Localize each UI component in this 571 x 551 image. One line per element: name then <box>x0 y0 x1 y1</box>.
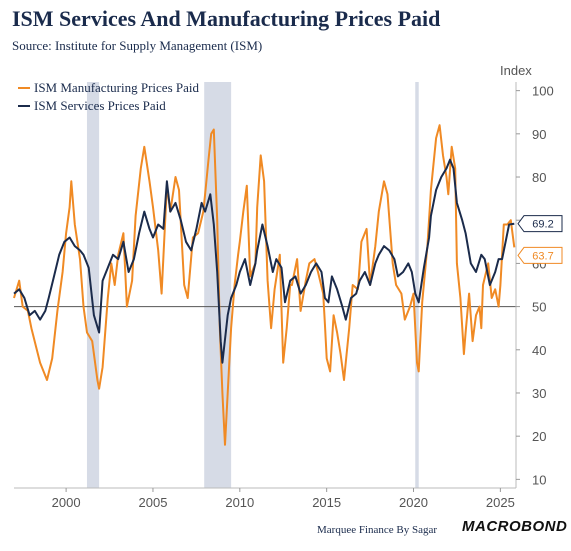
last-value-tag-manufacturing: 63.7 <box>517 246 563 264</box>
x-tick-label: 2020 <box>399 495 428 510</box>
footer-credit: Marquee Finance By Sagar <box>317 524 438 536</box>
series-lines <box>13 124 516 446</box>
svg-text:69.2: 69.2 <box>532 219 553 231</box>
recession-band <box>86 82 100 488</box>
last-value-tag-services: 69.2 <box>517 215 563 233</box>
series-line-services <box>13 158 515 364</box>
y-tick-label: 20 <box>532 429 546 444</box>
x-tick-label: 2025 <box>486 495 515 510</box>
chart-subtitle: Source: Institute for Supply Management … <box>12 38 263 53</box>
chart-title: ISM Services And Manufacturing Prices Pa… <box>12 6 441 31</box>
y-tick-label: 90 <box>532 127 546 142</box>
y-axis-label: Index <box>500 63 532 78</box>
y-tick-label: 40 <box>532 343 546 358</box>
x-tick-label: 2005 <box>139 495 168 510</box>
y-tick-label: 80 <box>532 170 546 185</box>
svg-text:63.7: 63.7 <box>532 250 553 262</box>
x-axis: 2000 2005 2010 2015 2020 2025 <box>52 488 515 510</box>
y-tick-label: 30 <box>532 386 546 401</box>
x-tick-label: 2015 <box>312 495 341 510</box>
legend-label-manufacturing: ISM Manufacturing Prices Paid <box>34 80 200 95</box>
y-tick-label: 100 <box>532 84 554 99</box>
series-line-manufacturing <box>13 124 516 446</box>
legend-label-services: ISM Services Prices Paid <box>34 98 166 113</box>
x-tick-label: 2000 <box>52 495 81 510</box>
y-axis: 102030405060708090100 <box>516 84 554 487</box>
y-tick-label: 50 <box>532 300 546 315</box>
recession-band <box>415 82 419 488</box>
legend: ISM Manufacturing Prices Paid ISM Servic… <box>18 80 200 113</box>
x-tick-label: 2010 <box>225 495 254 510</box>
y-tick-label: 10 <box>532 472 546 487</box>
last-value-labels: 69.2 63.7 <box>517 215 563 264</box>
recession-bands <box>86 82 419 488</box>
brand-logo: MACROBOND <box>462 518 568 535</box>
reference-lines <box>14 82 517 489</box>
